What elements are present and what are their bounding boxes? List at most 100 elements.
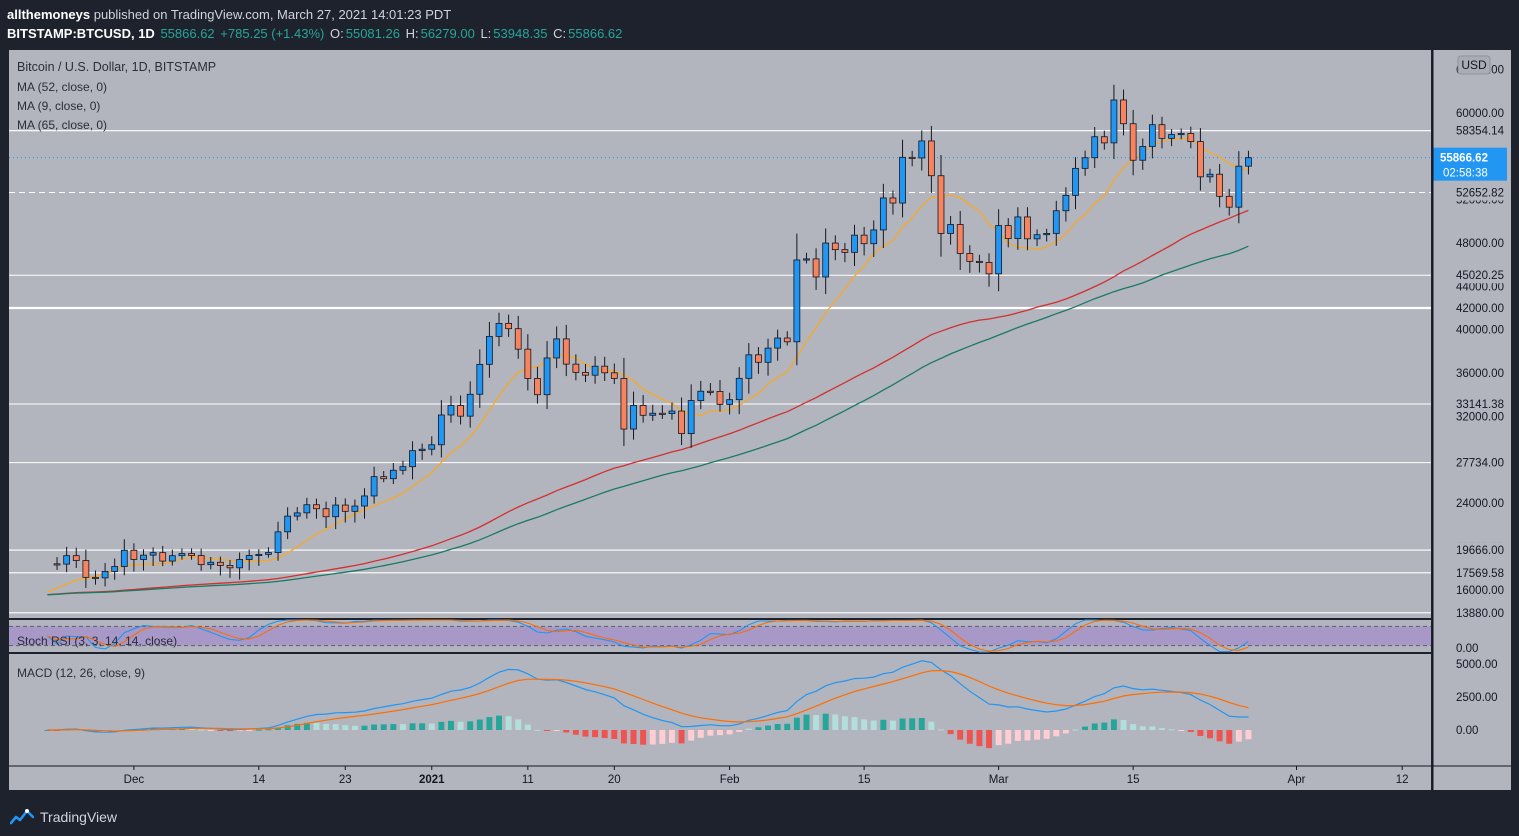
- candle[interactable]: [265, 547, 272, 558]
- indicator-ma65-label[interactable]: MA (65, close, 0): [17, 118, 107, 132]
- candle[interactable]: [274, 521, 282, 561]
- candle[interactable]: [697, 380, 705, 410]
- candle[interactable]: [486, 321, 493, 378]
- candle[interactable]: [1033, 229, 1041, 247]
- candle[interactable]: [985, 253, 993, 287]
- candle[interactable]: [140, 549, 147, 571]
- candle[interactable]: [197, 548, 205, 571]
- candle[interactable]: [216, 556, 224, 576]
- candle[interactable]: [418, 443, 426, 460]
- candle[interactable]: [245, 549, 253, 571]
- candle[interactable]: [678, 397, 685, 446]
- candle[interactable]: [101, 563, 109, 587]
- candle[interactable]: [879, 183, 887, 248]
- candle[interactable]: [1052, 200, 1060, 246]
- candle[interactable]: [582, 363, 589, 382]
- candle[interactable]: [514, 315, 522, 359]
- candle[interactable]: [111, 558, 119, 580]
- candle[interactable]: [927, 125, 935, 194]
- symbol-label[interactable]: BITSTAMP:BTCUSD, 1D: [7, 26, 155, 41]
- candle[interactable]: [1235, 151, 1243, 224]
- candle[interactable]: [735, 367, 743, 415]
- ma65-line[interactable]: [47, 245, 1249, 596]
- candle[interactable]: [707, 383, 714, 396]
- candle[interactable]: [1245, 150, 1252, 175]
- candle[interactable]: [543, 341, 551, 410]
- candle[interactable]: [1139, 138, 1147, 170]
- currency-badge[interactable]: USD: [1457, 55, 1491, 75]
- candle[interactable]: [226, 559, 234, 578]
- candle[interactable]: [1110, 84, 1118, 160]
- candle[interactable]: [668, 402, 676, 420]
- candle[interactable]: [188, 548, 195, 560]
- candle[interactable]: [966, 245, 974, 273]
- candle[interactable]: [726, 392, 733, 415]
- candle[interactable]: [149, 547, 157, 567]
- candle[interactable]: [716, 380, 724, 412]
- candle[interactable]: [908, 150, 916, 167]
- candle[interactable]: [313, 498, 320, 519]
- candle[interactable]: [976, 254, 983, 273]
- candle[interactable]: [1091, 126, 1099, 169]
- price-chart[interactable]: 16000.0020000.0024000.0028000.0032000.00…: [0, 48, 1519, 800]
- candle[interactable]: [562, 324, 570, 377]
- candle[interactable]: [63, 546, 71, 573]
- candle[interactable]: [505, 314, 513, 337]
- candle[interactable]: [1120, 89, 1127, 136]
- candle[interactable]: [524, 334, 532, 391]
- candle[interactable]: [168, 549, 176, 566]
- candle[interactable]: [553, 326, 561, 369]
- stoch-rsi-label[interactable]: Stoch RSI (3, 3, 14, 14, close): [17, 634, 177, 648]
- candle[interactable]: [1062, 187, 1070, 222]
- candle[interactable]: [1225, 188, 1233, 216]
- candle[interactable]: [630, 391, 637, 440]
- candle[interactable]: [764, 338, 772, 376]
- candle[interactable]: [918, 130, 926, 171]
- candle[interactable]: [293, 507, 301, 521]
- candle[interactable]: [92, 570, 99, 585]
- candle[interactable]: [831, 235, 839, 261]
- candle[interactable]: [1168, 129, 1175, 147]
- candle[interactable]: [841, 242, 849, 263]
- candle[interactable]: [303, 497, 311, 519]
- candle[interactable]: [159, 545, 167, 567]
- candle[interactable]: [860, 226, 868, 256]
- macd-pane[interactable]: [9, 654, 1431, 766]
- candle[interactable]: [409, 441, 416, 480]
- macd-label[interactable]: MACD (12, 26, close, 9): [17, 666, 145, 680]
- candle[interactable]: [572, 354, 580, 381]
- time-axis[interactable]: [9, 766, 1431, 790]
- candle[interactable]: [658, 405, 666, 419]
- candle[interactable]: [899, 139, 906, 218]
- ma9-line[interactable]: [47, 137, 1249, 593]
- candle[interactable]: [361, 488, 368, 519]
- candle[interactable]: [399, 460, 407, 475]
- candle[interactable]: [1081, 150, 1089, 176]
- candle[interactable]: [476, 349, 484, 408]
- candle[interactable]: [207, 557, 215, 570]
- candle[interactable]: [284, 507, 292, 540]
- candle[interactable]: [822, 228, 830, 295]
- candle[interactable]: [774, 329, 782, 361]
- candle[interactable]: [1072, 157, 1079, 210]
- candle[interactable]: [1004, 218, 1012, 248]
- candle[interactable]: [601, 356, 609, 382]
- indicator-ma9-label[interactable]: MA (9, close, 0): [17, 99, 100, 113]
- candle[interactable]: [457, 395, 464, 425]
- candle[interactable]: [236, 552, 243, 580]
- candle[interactable]: [495, 312, 503, 347]
- candle[interactable]: [380, 470, 388, 483]
- candle[interactable]: [120, 539, 128, 576]
- candle[interactable]: [1129, 110, 1137, 176]
- candle[interactable]: [130, 543, 138, 572]
- candle[interactable]: [745, 343, 753, 394]
- candle[interactable]: [428, 436, 436, 456]
- candle[interactable]: [620, 357, 628, 447]
- candle[interactable]: [687, 384, 695, 448]
- candle[interactable]: [1043, 228, 1051, 242]
- candle[interactable]: [351, 499, 359, 523]
- candle[interactable]: [437, 400, 445, 458]
- candle[interactable]: [1187, 126, 1195, 149]
- ma52-line[interactable]: [47, 209, 1249, 596]
- candle[interactable]: [447, 395, 455, 423]
